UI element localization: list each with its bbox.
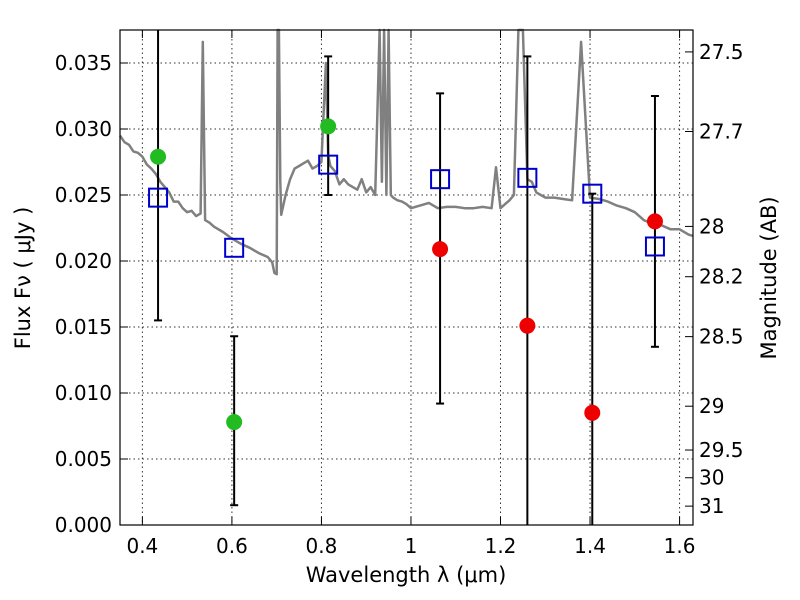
model-square-marker xyxy=(582,183,603,204)
y-axis-title: Flux Fν ( μJy ) xyxy=(11,207,35,350)
model-square-marker xyxy=(148,187,169,208)
plot-frame xyxy=(119,29,694,526)
y2-axis-ticks: 27.5 27.7 28 28.2 28.5 29 29.5 30 31 xyxy=(685,40,744,518)
y-tick-label: 0.005 xyxy=(55,447,112,471)
model-square-marker xyxy=(430,169,451,190)
data-point-marker xyxy=(519,317,536,334)
data-point-marker xyxy=(432,241,449,258)
data-point-marker xyxy=(584,404,601,421)
model-square-marker xyxy=(318,154,339,175)
y-tick-label: 0.015 xyxy=(55,315,112,339)
y-tick-label: 0.030 xyxy=(55,117,112,141)
y-axis-ticks: 0.000 0.005 0.010 0.015 0.020 0.025 0.030 0.035 xyxy=(55,51,128,537)
x-tick-label: 1.6 xyxy=(664,534,696,558)
y2-tick-label: 31 xyxy=(699,494,724,518)
x-axis-ticks: 0.4 0.6 0.8 1 1.2 1.4 1.6 xyxy=(126,30,695,558)
x-tick-label: 0.4 xyxy=(126,534,158,558)
spectrum-line-layer xyxy=(118,28,694,276)
y2-tick-label: 30 xyxy=(699,466,724,490)
y2-tick-label: 27.7 xyxy=(699,120,744,144)
grid-lines xyxy=(120,30,693,526)
model-square-marker xyxy=(517,167,538,188)
x-tick-label: 1.4 xyxy=(574,534,606,558)
x-tick-label: 0.8 xyxy=(306,534,338,558)
y2-tick-label: 28.5 xyxy=(699,325,744,349)
data-point-marker xyxy=(150,148,167,165)
error-bars-layer xyxy=(154,30,659,525)
data-point-marker xyxy=(646,213,663,230)
spectrum-line xyxy=(118,28,694,276)
y-tick-label: 0.035 xyxy=(55,51,112,75)
x-tick-label: 1 xyxy=(405,534,418,558)
y2-tick-label: 27.5 xyxy=(699,40,744,64)
x-tick-label: 1.2 xyxy=(485,534,517,558)
y-tick-label: 0.010 xyxy=(55,381,112,405)
data-point-marker xyxy=(226,414,243,431)
x-axis-title: Wavelength λ (μm) xyxy=(306,563,507,587)
y2-axis-title: Magnitude (AB) xyxy=(757,196,781,359)
markers-layer xyxy=(148,118,665,431)
model-square-marker xyxy=(644,236,665,257)
y2-tick-label: 29.5 xyxy=(699,438,744,462)
y-tick-label: 0.025 xyxy=(55,183,112,207)
y2-tick-label: 29 xyxy=(699,394,724,418)
model-square-marker xyxy=(224,237,245,258)
x-tick-label: 0.6 xyxy=(216,534,248,558)
data-point-marker xyxy=(320,118,337,135)
y2-tick-label: 28 xyxy=(699,214,724,238)
y-tick-label: 0.000 xyxy=(55,513,112,537)
y2-tick-label: 28.2 xyxy=(699,265,744,289)
y-tick-label: 0.020 xyxy=(55,249,112,273)
